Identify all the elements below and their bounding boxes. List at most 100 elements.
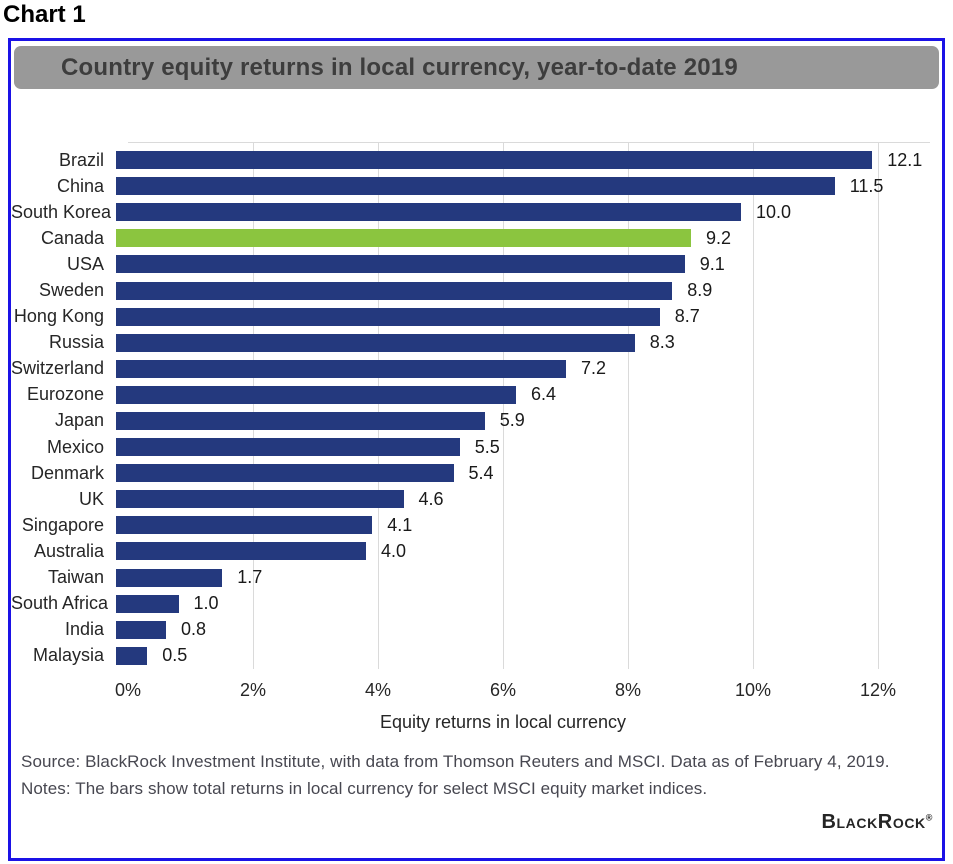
category-label: Denmark [30, 462, 104, 483]
value-label: 1.7 [237, 567, 263, 588]
bar-highlighted [116, 229, 691, 248]
bar [116, 490, 404, 509]
category-label: UK [78, 488, 104, 509]
bar [116, 516, 373, 535]
bar-row: South Korea 10.0 [11, 199, 942, 225]
category-label: Canada [40, 227, 104, 248]
bar-row: Eurozone 6.4 [11, 382, 942, 408]
category-label: Singapore [21, 514, 104, 535]
plot-area: Brazil 12.1 China 11.5 South Korea 10.0 Canada… [11, 142, 942, 742]
bar [116, 411, 485, 430]
bar-row: South Africa 1.0 [11, 591, 942, 617]
value-label: 4.1 [387, 514, 413, 535]
x-tick-label: 10% [734, 680, 772, 700]
value-label: 5.9 [499, 410, 525, 431]
bar-row: Switzerland 7.2 [11, 356, 942, 382]
value-label: 7.2 [581, 358, 607, 379]
category-label: Taiwan [47, 567, 104, 588]
bar-row: Malaysia 0.5 [11, 643, 942, 669]
category-label: Switzerland [11, 358, 105, 379]
bar-row: Singapore 4.1 [11, 512, 942, 538]
bar [116, 438, 460, 457]
value-label: 8.3 [649, 332, 675, 353]
value-label: 12.1 [887, 149, 923, 170]
bar [116, 620, 166, 639]
category-label: China [56, 175, 104, 196]
bar-row: Russia 8.3 [11, 330, 942, 356]
bar [116, 151, 873, 170]
bar [116, 203, 741, 222]
value-label: 0.8 [181, 619, 207, 640]
bar-row: Sweden 8.9 [11, 277, 942, 303]
bar-row: Mexico 5.5 [11, 434, 942, 460]
notes-line: Notes: The bars show total returns in lo… [21, 779, 708, 798]
x-tick-label: 2% [239, 680, 266, 700]
bar [116, 646, 148, 665]
bar-row: Hong Kong 8.7 [11, 304, 942, 330]
category-label: Australia [33, 540, 104, 561]
bar-row: China 11.5 [11, 173, 942, 199]
category-label: Hong Kong [13, 306, 104, 327]
gridline [378, 142, 379, 669]
blackrock-logo-text: BlackRock [821, 811, 926, 833]
bar [116, 542, 366, 561]
bar-row: Brazil 12.1 [11, 147, 942, 173]
blackrock-logo: BlackRock® [821, 811, 933, 834]
category-label: India [64, 619, 104, 640]
bar-row: Japan 5.9 [11, 408, 942, 434]
x-tick-label: 8% [614, 680, 641, 700]
value-label: 0.5 [162, 645, 188, 666]
bar-rows: Brazil 12.1 China 11.5 South Korea 10.0 Canada… [11, 147, 942, 669]
value-label: 6.4 [531, 384, 557, 405]
bar [116, 333, 635, 352]
x-tick-label: 6% [489, 680, 516, 700]
bar-row: Denmark 5.4 [11, 460, 942, 486]
value-label: 11.5 [849, 175, 884, 196]
bar-row: Taiwan 1.7 [11, 565, 942, 591]
registered-mark-icon: ® [925, 812, 933, 823]
x-tick-label: 0% [114, 680, 141, 700]
bar-row: Australia 4.0 [11, 538, 942, 564]
category-label: South Korea [11, 201, 112, 222]
chart-title: Country equity returns in local currency… [61, 53, 738, 81]
gridline [503, 142, 504, 669]
value-label: 8.7 [674, 306, 700, 327]
gridline [753, 142, 754, 669]
category-label: Brazil [58, 149, 104, 170]
value-label: 1.0 [193, 593, 219, 614]
gridline [628, 142, 629, 669]
bar [116, 464, 454, 483]
bar [116, 307, 660, 326]
value-label: 8.9 [687, 280, 713, 301]
bar [116, 359, 566, 378]
value-label: 4.6 [418, 488, 444, 509]
gridline [253, 142, 254, 669]
value-label: 9.1 [699, 253, 725, 274]
x-axis-label: Equity returns in local currency [379, 712, 627, 732]
category-label: Mexico [46, 436, 104, 457]
bar [116, 255, 685, 274]
x-tick-label: 12% [859, 680, 897, 700]
bar [116, 385, 516, 404]
value-label: 4.0 [381, 540, 407, 561]
value-label: 5.5 [474, 436, 500, 457]
bar [116, 568, 223, 587]
category-label: Eurozone [26, 384, 104, 405]
value-label: 9.2 [706, 227, 732, 248]
category-label: USA [66, 253, 104, 274]
bar-row: Canada 9.2 [11, 225, 942, 251]
bar-row: UK 4.6 [11, 486, 942, 512]
category-label: Malaysia [32, 645, 104, 666]
chart-title-bar: Country equity returns in local currency… [14, 46, 939, 89]
chart-frame: Country equity returns in local currency… [8, 38, 945, 861]
category-label: Russia [48, 332, 104, 353]
bar [116, 177, 835, 196]
bar-row: India 0.8 [11, 617, 942, 643]
category-label: Japan [54, 410, 104, 431]
value-label: 10.0 [756, 201, 792, 222]
category-label: South Africa [11, 593, 109, 614]
category-label: Sweden [38, 280, 104, 301]
bar-row: USA 9.1 [11, 251, 942, 277]
gridline [878, 142, 879, 669]
